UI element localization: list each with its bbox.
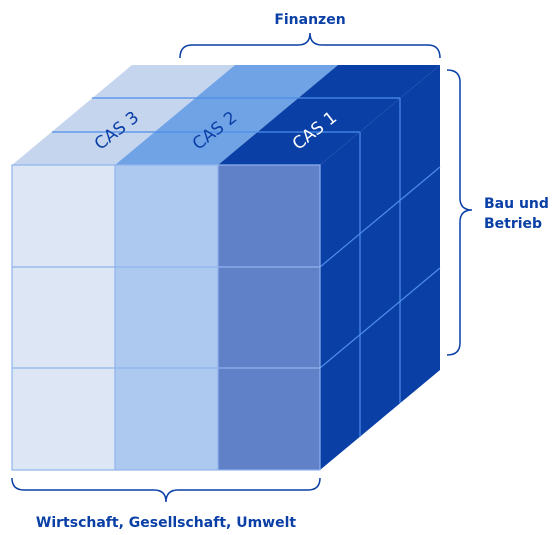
right-label: Bau und (484, 196, 549, 212)
top-brace (179, 32, 441, 59)
right-brace (446, 69, 473, 356)
right-face (319, 65, 441, 470)
right-label: Betrieb (484, 216, 542, 232)
top-label: Finanzen (274, 12, 345, 28)
top-face (12, 65, 440, 165)
bottom-brace (11, 477, 321, 503)
front-face (11, 164, 321, 471)
bottom-label: Wirtschaft, Gesellschaft, Umwelt (36, 515, 296, 531)
